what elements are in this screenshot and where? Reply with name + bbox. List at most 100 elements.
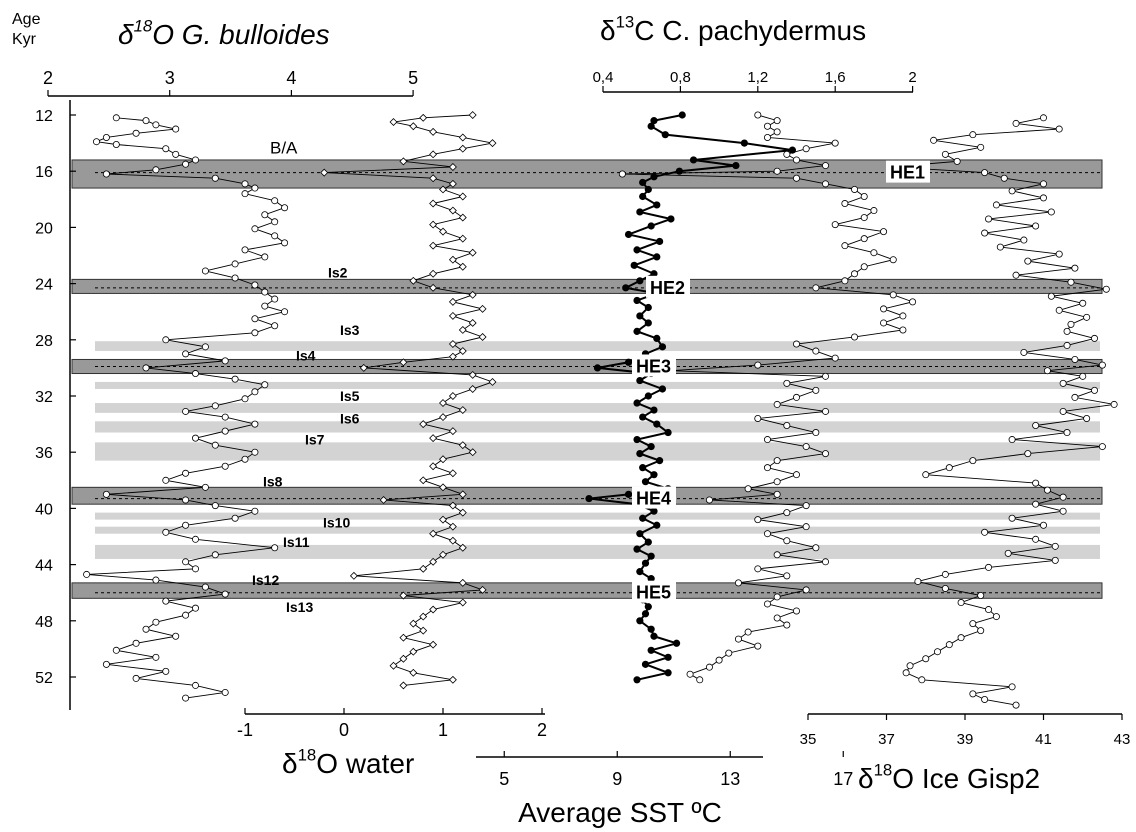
data-point (639, 464, 647, 472)
data-point (633, 435, 641, 444)
data-point (241, 246, 249, 254)
data-point (271, 197, 279, 205)
data-point (783, 621, 791, 629)
data-point (664, 428, 672, 437)
data-point (696, 676, 704, 684)
data-point (221, 590, 229, 598)
data-point (182, 521, 190, 529)
interstadial-band (95, 442, 1100, 461)
age-tick-label: 20 (35, 220, 53, 237)
age-tick-label: 48 (35, 614, 53, 631)
data-point (429, 174, 438, 183)
data-point (922, 655, 930, 663)
data-point (458, 133, 467, 142)
data-point (1040, 180, 1048, 188)
data-point (773, 457, 781, 465)
data-point (112, 646, 120, 654)
data-point (773, 128, 781, 136)
data-point (261, 211, 269, 219)
data-point (429, 241, 438, 250)
data-point (906, 662, 914, 670)
data-point (650, 471, 658, 479)
data-point (802, 145, 810, 153)
data-point (754, 516, 762, 524)
data-point (1055, 306, 1063, 314)
data-point (478, 333, 487, 341)
data-point (182, 694, 190, 702)
interstadial-band (95, 421, 1100, 433)
data-point (763, 133, 771, 141)
data-point (468, 290, 477, 299)
data-point (458, 441, 467, 450)
data-point (221, 462, 229, 470)
data-point (448, 163, 457, 171)
data-point (419, 564, 428, 573)
data-point (211, 551, 219, 559)
data-point (633, 399, 641, 407)
data-point (1047, 208, 1055, 216)
age-axis-label: Age (12, 11, 41, 28)
data-point (754, 361, 762, 369)
data-point (644, 185, 652, 194)
data-point (773, 614, 781, 622)
data-point (822, 180, 830, 188)
data-point (941, 584, 949, 592)
interstadial-label: Is11 (283, 534, 310, 550)
age-tick-label: 12 (35, 108, 53, 125)
data-point (860, 263, 868, 271)
data-point (1040, 114, 1048, 122)
age-tick-label: 28 (35, 333, 53, 350)
data-point (261, 381, 269, 389)
data-point (1059, 493, 1067, 501)
data-point (641, 660, 650, 668)
ice-tick-label: 35 (800, 731, 817, 748)
data-point (1032, 535, 1040, 543)
data-point (1008, 514, 1016, 522)
data-point (1083, 414, 1091, 422)
data-point (880, 305, 888, 313)
data-point (744, 628, 752, 636)
data-point (152, 576, 160, 584)
data-point (488, 139, 497, 148)
data-point (754, 111, 762, 119)
data-point (636, 376, 644, 385)
data-point (389, 661, 398, 670)
data-point (132, 674, 140, 682)
data-point (429, 199, 438, 208)
data-point (1059, 379, 1067, 387)
data-point (439, 227, 447, 236)
data-point (977, 143, 985, 151)
data-point (1091, 334, 1099, 342)
water-axis-title: δ18O water (282, 745, 414, 779)
data-point (658, 343, 667, 351)
data-point (647, 552, 655, 560)
data-point (672, 639, 681, 647)
data-point (429, 605, 438, 614)
data-point (633, 327, 641, 335)
data-point (661, 131, 669, 139)
data-point (191, 156, 199, 164)
data-point (1091, 386, 1099, 394)
data-point (1040, 194, 1048, 202)
data-point (211, 502, 219, 510)
sst-tick-label: 13 (720, 769, 740, 789)
data-point (957, 634, 965, 642)
data-point (448, 501, 457, 510)
data-point (419, 420, 428, 429)
heinrich-label: HE1 (890, 163, 925, 183)
data-point (783, 422, 791, 430)
data-point (822, 407, 830, 415)
data-point (271, 544, 279, 552)
data-point (458, 325, 467, 334)
data-point (985, 606, 993, 614)
age-axis-unit: Kyr (12, 31, 37, 48)
data-point (633, 545, 641, 553)
data-point (379, 496, 388, 504)
heinrich-label-bg (886, 160, 930, 183)
data-point (1012, 701, 1020, 709)
data-point (880, 228, 888, 236)
data-point (458, 347, 467, 356)
data-point (969, 620, 977, 628)
data-point (458, 578, 467, 587)
